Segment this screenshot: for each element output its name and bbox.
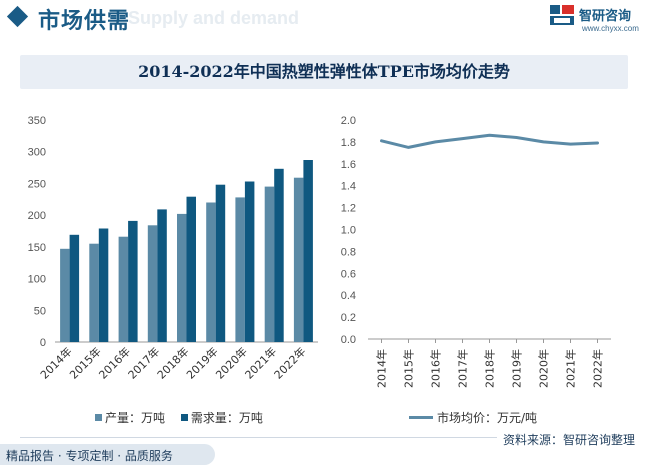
bar-production [147,225,158,342]
line-y-tick-label: 0.6 [341,268,356,280]
header-ghost-text: Supply and demand [128,8,300,28]
line-x-tick-label: 2014年 [375,349,389,388]
chart-title-bar: 2014-2022年中国热塑性弹性体TPE市场均价走势 [20,55,628,89]
line-x-tick-label: 2016年 [429,349,443,388]
legend-label-demand: 需求量：万吨 [190,411,263,425]
bar-production [177,213,187,342]
bar-demand [69,234,80,342]
footer-divider [20,437,628,438]
legend-item-demand: 需求量：万吨 [180,411,263,425]
line-y-tick-label: 0.0 [341,334,356,346]
line-y-tick-label: 0.4 [341,290,356,302]
legend-label-price: 市场均价：万元/吨 [437,411,538,425]
bar-production [235,197,245,342]
brand-logo-icon [550,5,574,25]
data-source: 资料来源：智研咨询整理 [496,431,635,448]
bar-y-tick-label: 50 [34,305,46,317]
legend-line-price [409,416,433,419]
bar-production [89,243,99,342]
bar-y-tick-label: 100 [28,274,46,286]
chart-title: 2014-2022年中国热塑性弹性体TPE市场均价走势 [138,62,510,81]
line-x-tick-label: 2019年 [510,349,524,388]
line-x-tick-label: 2021年 [564,349,578,388]
legend-swatch-production [95,414,102,421]
page-header: Supply and demand 市场供需 智研咨询 www.chyxx.co… [0,0,649,36]
line-x-tick-label: 2020年 [537,349,551,388]
legend-item-production: 产量：万吨 [95,411,165,425]
bar-y-tick-label: 250 [28,178,46,190]
bar-demand [98,228,109,342]
line-y-tick-label: 0.2 [341,312,356,324]
bar-demand [244,181,255,342]
bar-y-tick-label: 0 [40,337,46,349]
price-line [380,133,599,149]
legend-label-production: 产量：万吨 [105,411,166,425]
line-y-tick-label: 1.2 [341,203,356,215]
bar-demand [128,220,138,342]
section-title: 市场供需 [38,9,131,34]
footer-banner [0,444,215,465]
bar-production [60,248,70,342]
bar-production [206,202,216,342]
bar-y-tick-label: 200 [28,210,46,222]
brand-name: 智研咨询 [579,9,632,24]
bar-y-tick-label: 150 [28,242,46,254]
bar-demand [274,168,284,342]
bar-demand [215,184,226,342]
line-y-tick-label: 1.4 [341,181,356,193]
line-y-tick-label: 1.8 [341,137,356,149]
bar-legend: 产量：万吨 需求量：万吨 [95,409,275,426]
footer-slogan: 精品报告 · 专项定制 · 品质服务 [6,449,173,463]
bar-production [293,177,304,342]
bar-y-tick-label: 350 [28,115,46,127]
legend-swatch-demand [180,414,188,421]
legend-item-price: 市场均价：万元/吨 [409,411,537,425]
bar-production [118,236,129,342]
bar-y-tick-label: 300 [28,147,46,159]
line-y-tick-label: 1.6 [341,159,356,171]
bar-demand [157,209,167,342]
line-y-tick-label: 2.0 [341,115,356,127]
bar-production [264,186,275,342]
line-legend: 市场均价：万元/吨 [409,409,549,426]
line-y-tick-label: 0.8 [341,246,356,258]
bar-demand [186,196,196,342]
line-x-tick-label: 2018年 [483,349,497,388]
line-x-tick-label: 2017年 [456,349,470,388]
line-x-tick-label: 2015年 [402,349,416,388]
brand-url: www.chyxx.com [582,24,639,33]
line-y-tick-label: 1.0 [341,225,356,237]
bar-demand [303,160,313,342]
line-x-tick-label: 2022年 [591,349,605,388]
